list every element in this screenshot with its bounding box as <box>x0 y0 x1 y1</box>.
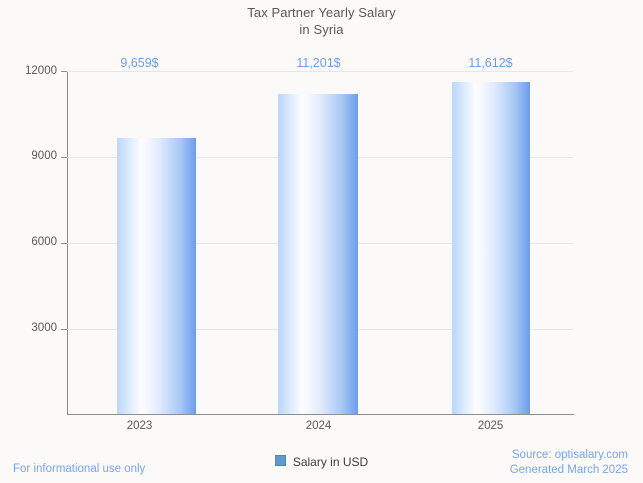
x-axis-label-2024: 2024 <box>305 420 332 432</box>
bar-2025[interactable] <box>452 82 530 414</box>
y-axis-tick-9000 <box>61 157 67 158</box>
y-axis-label-3000: 3000 <box>31 322 57 334</box>
footer-disclaimer: For informational use only <box>13 463 146 475</box>
chart-legend: Salary in USD <box>0 454 643 469</box>
chart-title-line1: Tax Partner Yearly Salary <box>247 5 396 20</box>
x-axis-label-2025: 2025 <box>477 420 504 432</box>
footer-generated-line: Generated March 2025 <box>509 463 628 476</box>
plot-area <box>67 71 573 414</box>
chart-title-line2: in Syria <box>299 22 344 37</box>
y-axis-tick-12000 <box>61 71 67 72</box>
x-axis-line <box>67 414 574 415</box>
y-axis-tick-3000 <box>61 329 67 330</box>
bar-value-2024: 11,201$ <box>296 56 341 70</box>
bar-value-2023: 9,659$ <box>120 56 159 70</box>
legend-item-label: Salary in USD <box>292 454 369 469</box>
bar-2023[interactable] <box>117 138 196 414</box>
footer-source-line: Source: optisalary.com <box>511 449 628 461</box>
y-axis-label-9000: 9000 <box>31 150 57 162</box>
legend-item-salary-in-usd[interactable]: Salary in USD <box>274 454 369 469</box>
chart-title: Tax Partner Yearly Salary in Syria <box>0 4 643 38</box>
y-axis-label-12000: 12000 <box>25 65 57 77</box>
legend-swatch-icon <box>274 455 286 467</box>
y-axis-tick-6000 <box>61 243 67 244</box>
y-axis-label-6000: 6000 <box>31 236 57 248</box>
bar-2024[interactable] <box>278 94 358 414</box>
gridline-12000 <box>67 71 573 72</box>
footer-source: Source: optisalary.com Generated March 2… <box>510 448 628 477</box>
bar-value-2025: 11,612$ <box>468 56 513 70</box>
x-axis-label-2023: 2023 <box>126 420 153 432</box>
